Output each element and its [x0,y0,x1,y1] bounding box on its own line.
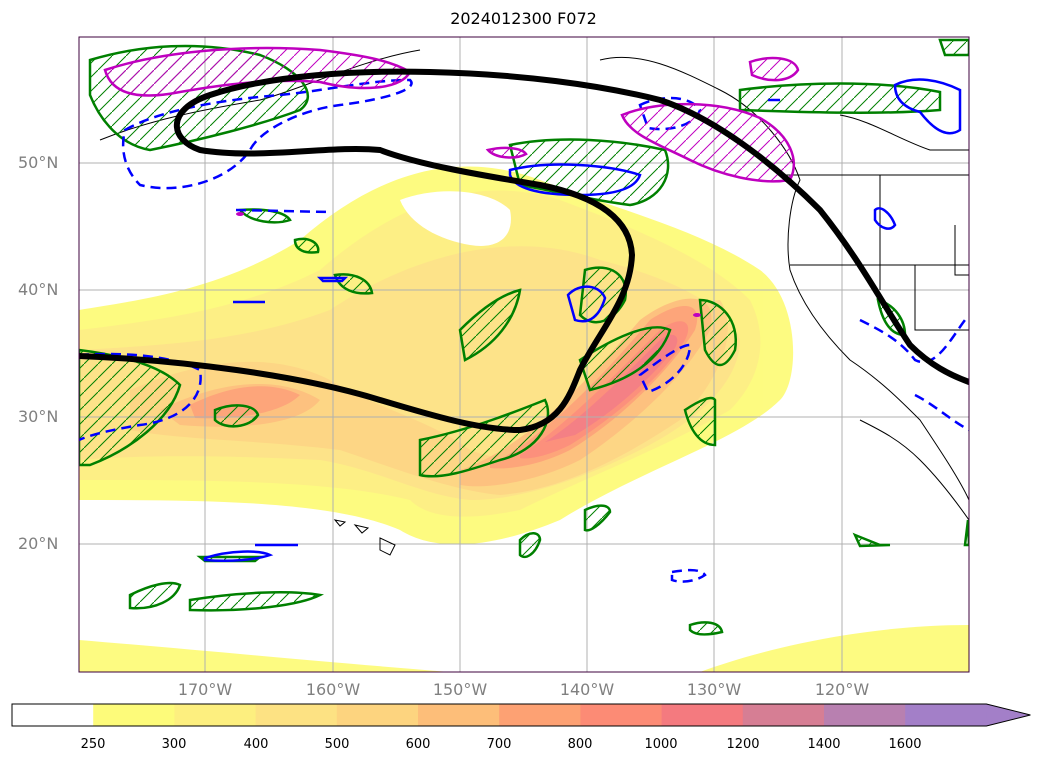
colorbar-segment [93,704,175,726]
map-area [79,37,969,672]
colorbar-segment [255,704,338,726]
colorbar-segment [580,704,663,726]
colorbar-tick-label: 600 [405,737,431,752]
colorbar-tick-label: 1200 [726,737,760,752]
colorbar-tick-label: 1400 [807,737,841,752]
colorbar-segment [12,704,94,726]
colorbar-tick-label: 300 [161,737,187,752]
colorbar-segment [174,704,257,726]
lon-label-170w: 170°W [177,680,233,699]
colorbar-tick-label: 400 [243,737,269,752]
colorbar-segment [418,704,500,726]
colorbar-tick-label: 250 [80,737,106,752]
map-frame [78,36,970,673]
lat-label-30n: 30°N [18,407,59,426]
lon-label-130w: 130°W [686,680,742,699]
small-markers [236,212,701,317]
colorbar-extend-arrow [986,704,1031,726]
magenta-contours [103,46,800,183]
colorbar-segment [336,704,419,726]
lat-label-50n: 50°N [18,153,59,172]
colorbar-tick-label: 500 [324,737,350,752]
lon-label-140w: 140°W [559,680,615,699]
colorbar-outline [11,703,1031,727]
colorbar-segment [661,704,744,726]
colorbar-tick-label: 800 [567,737,593,752]
colorbar [11,703,1031,727]
colorbar-segment [742,704,825,726]
ivt-dry-pocket [400,191,511,246]
lon-label-160w: 160°W [305,680,361,699]
lon-label-120w: 120°W [814,680,870,699]
colorbar-segment [499,704,581,726]
colorbar-segment [905,704,987,726]
map-title: 2024012300 F072 [450,9,597,28]
ivt-250-south [79,640,450,672]
lon-label-150w: 150°W [432,680,488,699]
colorbar-segment [824,704,906,726]
blue-contours [203,78,962,563]
ivt-250-se [700,625,969,672]
colorbar-tick-label: 1000 [644,737,678,752]
lat-label-20n: 20°N [18,534,59,553]
lat-label-40n: 40°N [18,280,59,299]
colorbar-tick-label: 1600 [888,737,922,752]
colorbar-tick-label: 700 [486,737,512,752]
jet-axis-line [79,68,969,434]
